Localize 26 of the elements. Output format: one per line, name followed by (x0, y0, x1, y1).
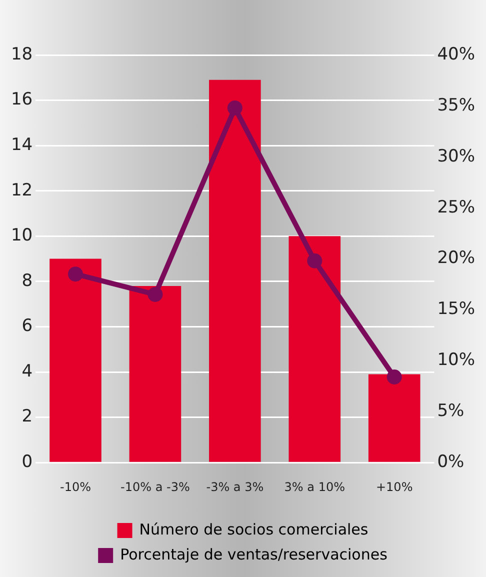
y-tick-label: 18 (10, 44, 33, 64)
y-tick-label: 16 (10, 90, 33, 110)
legend-label: Número de socios comerciales (139, 520, 368, 538)
x-tick-label: -10% (60, 480, 91, 494)
y-tick-label: 4 (22, 361, 33, 382)
x-tick-label: -10% a -3% (120, 480, 190, 494)
x-tick-label: +10% (376, 480, 413, 494)
y-tick-label: 12 (10, 180, 33, 200)
y-tick-label: 14 (10, 135, 33, 155)
y2-tick-label: 30% (437, 146, 476, 166)
x-tick-label: 3% a 10% (284, 480, 345, 494)
y-tick-label: 10 (10, 226, 33, 246)
y2-tick-label: 5% (437, 401, 464, 422)
legend-label: Porcentaje de ventas/reservaciones (120, 545, 388, 564)
y-tick-label: 0 (22, 452, 33, 472)
y2-tick-label: 25% (437, 197, 476, 218)
y2-tick-label: 20% (437, 248, 476, 268)
y2-tick-label: 10% (437, 350, 476, 370)
y2-tick-label: 0% (437, 452, 464, 472)
x-tick-label: -3% a 3% (206, 480, 264, 494)
y-tick-label: 6 (22, 316, 33, 336)
y2-tick-label: 15% (437, 299, 476, 320)
y-tick-label: 8 (22, 270, 33, 291)
y-tick-label: 2 (22, 406, 33, 427)
y2-tick-label: 35% (437, 95, 476, 116)
y2-tick-label: 40% (437, 44, 476, 64)
